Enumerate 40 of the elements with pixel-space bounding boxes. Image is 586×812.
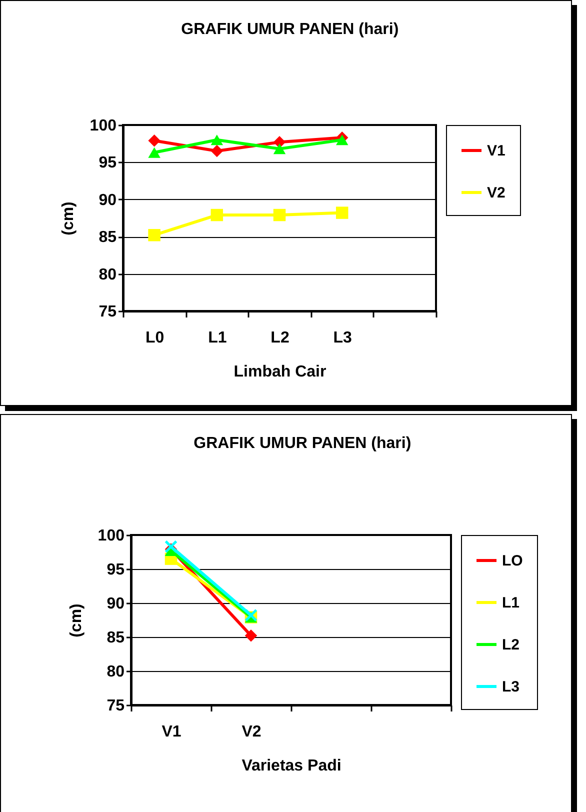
- point: [336, 134, 348, 146]
- x-axis-title: Limbah Cair: [234, 364, 326, 380]
- x-tick-label: L0: [145, 330, 164, 346]
- point: [273, 144, 286, 154]
- y-tick-label: 90: [106, 596, 125, 612]
- legend-label: V2: [487, 184, 506, 202]
- legend-label: V1: [487, 142, 506, 160]
- point: [244, 630, 258, 642]
- point: [273, 208, 286, 222]
- legend-label: L3: [502, 678, 520, 696]
- point: [210, 144, 224, 158]
- x-axis-title: Varietas Padi: [242, 758, 342, 774]
- x-tick-label: L1: [208, 330, 227, 346]
- x-tick-label: L3: [333, 330, 352, 346]
- legend-label: LO: [502, 552, 524, 570]
- legend-label: L2: [502, 636, 520, 654]
- y-axis-title: (cm): [60, 202, 77, 236]
- y-tick-label: 80: [98, 266, 117, 284]
- y-tick-label: 95: [106, 562, 125, 578]
- chart-title: GRAFIK UMUR PANEN (hari): [181, 21, 399, 38]
- y-tick-label: 75: [106, 698, 125, 714]
- point: [336, 206, 348, 219]
- x-tick-label: L2: [270, 330, 290, 346]
- y-tick-label: 80: [106, 664, 125, 680]
- y-tick-label: 100: [90, 118, 117, 134]
- chart-title: GRAFIK UMUR PANEN (hari): [194, 435, 412, 452]
- y-tick-label: 75: [98, 304, 117, 320]
- y-tick-label: 90: [98, 192, 117, 209]
- point: [210, 208, 224, 222]
- point: [148, 134, 160, 147]
- point: [148, 228, 160, 242]
- y-tick-label: 95: [98, 154, 117, 172]
- y-axis-title: (cm): [68, 604, 85, 638]
- point: [210, 134, 224, 146]
- point: [148, 147, 160, 158]
- y-tick-label: 100: [98, 528, 125, 544]
- point: [244, 608, 258, 622]
- y-tick-label: 85: [106, 630, 125, 646]
- y-tick-label: 85: [98, 229, 117, 246]
- legend-label: L1: [502, 594, 520, 612]
